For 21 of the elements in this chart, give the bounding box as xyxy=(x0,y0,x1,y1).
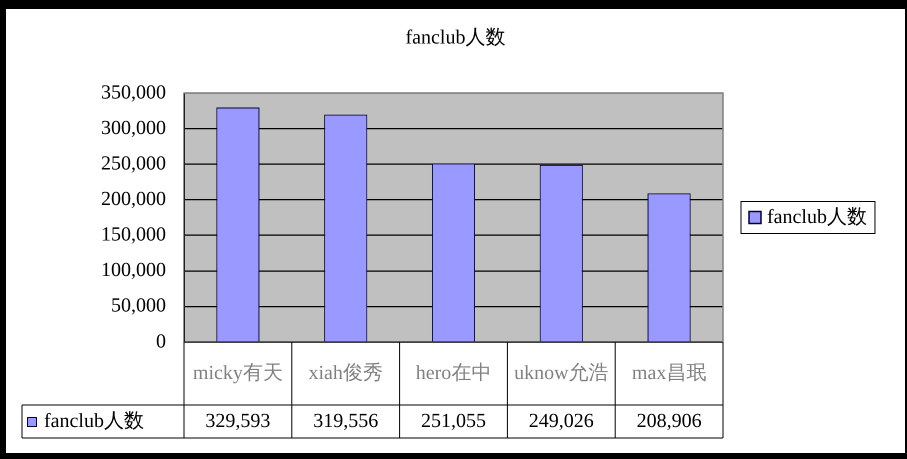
data-label: 249,026 xyxy=(528,410,594,432)
data-label: 329,593 xyxy=(205,410,270,432)
legend-label: fanclub人数 xyxy=(767,206,867,228)
y-tick-label: 100,000 xyxy=(101,259,166,282)
y-tick-label: 300,000 xyxy=(101,116,166,139)
data-label: 208,906 xyxy=(636,410,702,432)
x-tick-label: hero在中 xyxy=(416,362,492,384)
data-label: 319,556 xyxy=(313,410,378,432)
y-tick-label: 350,000 xyxy=(101,81,166,104)
y-tick-label: 150,000 xyxy=(101,224,166,246)
y-tick-label: 50,000 xyxy=(111,294,166,317)
x-tick-label: micky有天 xyxy=(192,362,283,384)
data-label: 251,055 xyxy=(421,410,486,432)
x-tick-label: max昌珉 xyxy=(632,362,706,384)
x-tick-label: uknow允浩 xyxy=(514,362,609,384)
x-tick-label: xiah俊秀 xyxy=(308,362,383,384)
y-tick-label: 200,000 xyxy=(101,188,166,210)
y-tick-label: 250,000 xyxy=(101,152,166,174)
text: fanclub人数 xyxy=(44,410,144,432)
y-tick-label: 0 xyxy=(156,330,166,352)
chart-title: fanclub人数 xyxy=(406,26,506,48)
